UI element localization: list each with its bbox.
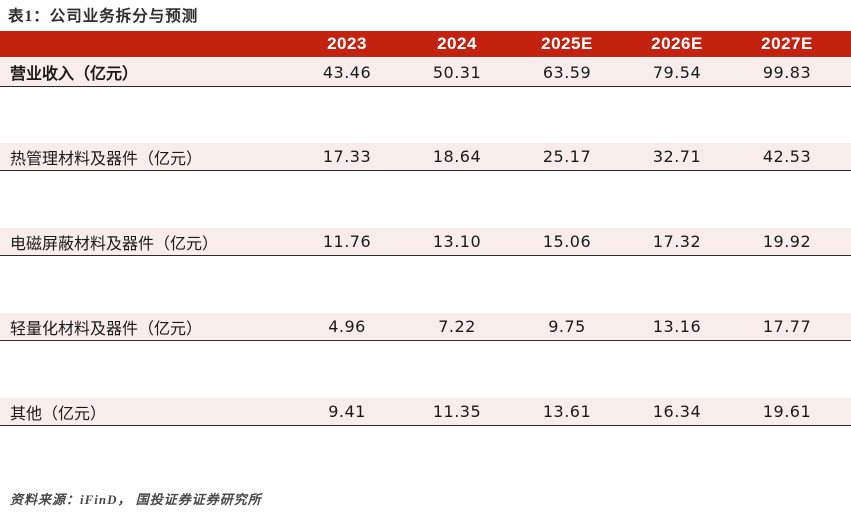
cell-value: 18.64 xyxy=(432,147,482,166)
cell-value: 17.33 xyxy=(322,147,372,166)
row-label: 其他（亿元） xyxy=(10,405,107,423)
cell-value: 79.54 xyxy=(652,62,702,82)
header-year-2025e: 2025E xyxy=(541,34,593,53)
cell-value: 17.77 xyxy=(762,317,812,336)
cell-value: 19.61 xyxy=(762,402,812,421)
row-label: 电磁屏蔽材料及器件（亿元） xyxy=(10,235,219,253)
row-label: 轻量化材料及器件（亿元） xyxy=(10,320,203,338)
table-header-row: 2023 2024 2025E 2026E 2027E xyxy=(0,31,851,57)
table-row-thermal: 热管理材料及器件（亿元） 17.33 18.64 25.17 32.71 42.… xyxy=(0,143,851,171)
cell-value: 25.17 xyxy=(542,147,592,166)
table-row-emi-shielding: 电磁屏蔽材料及器件（亿元） 11.76 13.10 15.06 17.32 19… xyxy=(0,228,851,256)
cell-value: 50.31 xyxy=(432,62,482,82)
cell-value: 13.16 xyxy=(652,317,702,336)
cell-value: 63.59 xyxy=(542,62,592,82)
cell-value: 13.61 xyxy=(542,402,592,421)
cell-value: 9.75 xyxy=(548,317,586,336)
cell-value: 15.06 xyxy=(542,232,592,251)
header-year-2023: 2023 xyxy=(327,34,367,53)
cell-value: 32.71 xyxy=(652,147,702,166)
cell-value: 4.96 xyxy=(328,317,366,336)
cell-value: 43.46 xyxy=(322,62,372,82)
cell-value: 13.10 xyxy=(432,232,482,251)
cell-value: 7.22 xyxy=(438,317,476,336)
cell-value: 19.92 xyxy=(762,232,812,251)
row-label: 热管理材料及器件（亿元） xyxy=(10,150,203,168)
row-label: 营业收入（亿元） xyxy=(10,66,139,83)
table-row-revenue: 营业收入（亿元） 43.46 50.31 63.59 79.54 99.83 xyxy=(0,58,851,87)
cell-value: 42.53 xyxy=(762,147,812,166)
header-year-2024: 2024 xyxy=(437,34,477,53)
cell-value: 9.41 xyxy=(328,402,366,421)
header-year-2027e: 2027E xyxy=(761,34,813,53)
header-year-2026e: 2026E xyxy=(651,34,703,53)
cell-value: 11.76 xyxy=(322,232,372,251)
cell-value: 11.35 xyxy=(432,402,482,421)
source-note: 资料来源：iFinD， 国投证券证券研究所 xyxy=(10,492,262,507)
cell-value: 99.83 xyxy=(762,62,812,82)
table-title: 表1：公司业务拆分与预测 xyxy=(8,8,199,25)
table-row-lightweight: 轻量化材料及器件（亿元） 4.96 7.22 9.75 13.16 17.77 xyxy=(0,313,851,341)
cell-value: 16.34 xyxy=(652,402,702,421)
cell-value: 17.32 xyxy=(652,232,702,251)
table-row-other: 其他（亿元） 9.41 11.35 13.61 16.34 19.61 xyxy=(0,398,851,426)
